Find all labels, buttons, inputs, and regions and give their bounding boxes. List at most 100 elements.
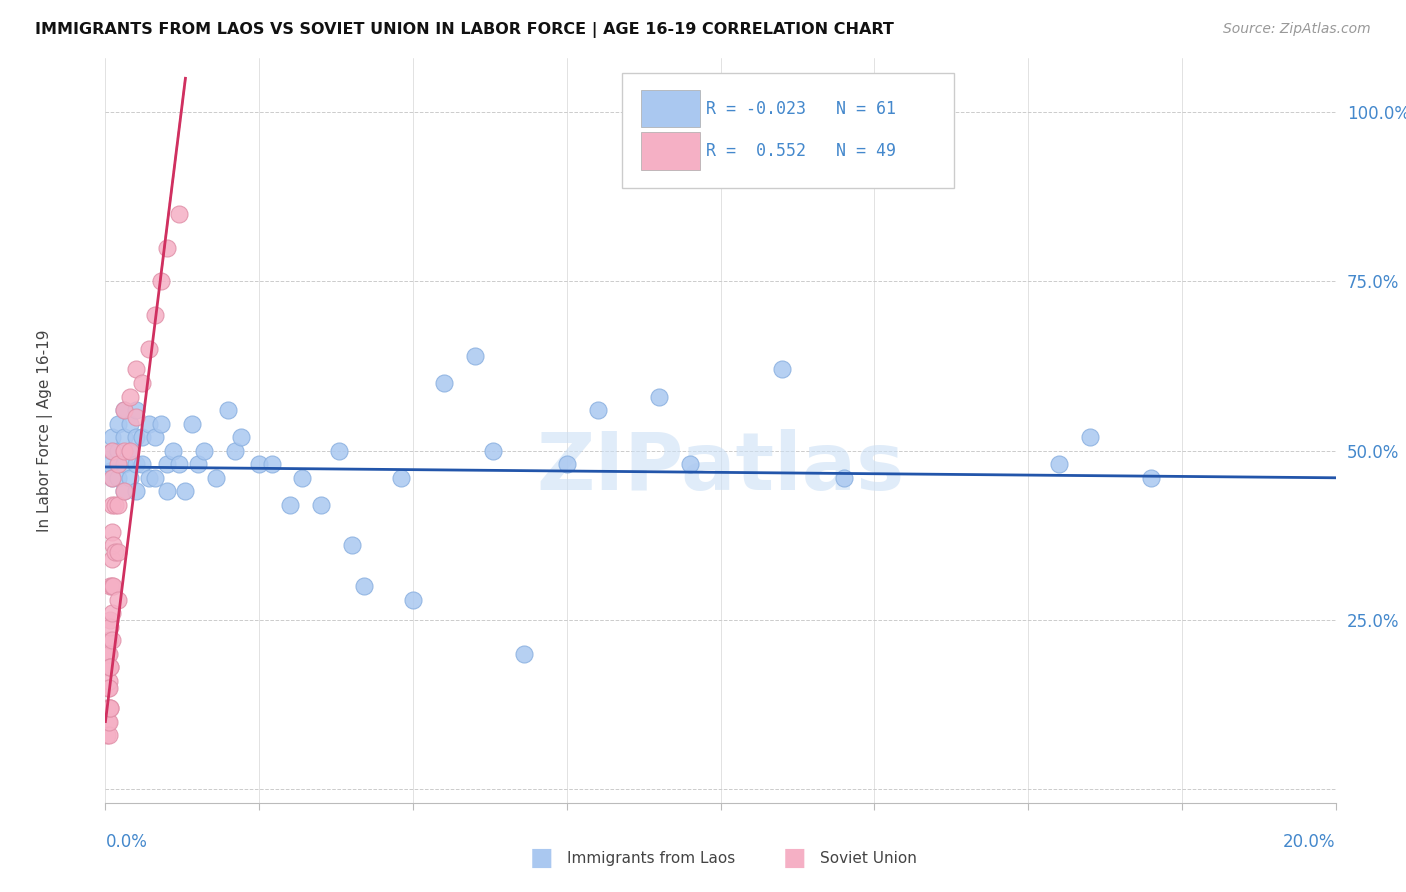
Point [187, 457, 209, 471]
Point [648, 390, 671, 404]
Point [143, 430, 166, 444]
Point [433, 376, 456, 390]
Point [98, 620, 122, 634]
Point [98, 464, 122, 478]
Point [100, 471, 122, 485]
Point [97, 633, 120, 648]
Point [586, 403, 609, 417]
Point [328, 443, 350, 458]
Point [107, 592, 129, 607]
Point [112, 457, 135, 471]
Point [120, 443, 141, 458]
Point [149, 417, 172, 431]
Point [120, 471, 141, 485]
Point [224, 443, 246, 458]
Point [832, 471, 855, 485]
Point [679, 457, 702, 471]
Point [156, 457, 179, 471]
Point [482, 443, 505, 458]
FancyBboxPatch shape [641, 90, 700, 128]
Text: R =  0.552   N = 49: R = 0.552 N = 49 [706, 142, 896, 160]
Point [112, 430, 135, 444]
Point [125, 457, 148, 471]
Point [107, 471, 129, 485]
Point [98, 613, 121, 627]
Point [138, 342, 160, 356]
Point [98, 660, 122, 674]
Point [513, 647, 536, 661]
Point [100, 471, 122, 485]
Point [1047, 457, 1070, 471]
Point [104, 545, 127, 559]
Point [229, 430, 252, 444]
Point [96, 728, 118, 742]
Point [100, 524, 122, 539]
Text: Source: ZipAtlas.com: Source: ZipAtlas.com [1223, 22, 1371, 37]
Point [260, 457, 283, 471]
Point [100, 579, 122, 593]
Point [162, 443, 184, 458]
Point [389, 471, 412, 485]
Point [97, 673, 120, 688]
Point [169, 457, 191, 471]
Point [96, 660, 118, 674]
Point [107, 498, 129, 512]
FancyBboxPatch shape [621, 73, 955, 188]
Point [193, 443, 215, 458]
Point [101, 539, 124, 553]
Point [97, 701, 120, 715]
Point [402, 592, 425, 607]
Point [278, 498, 301, 512]
Point [112, 443, 135, 458]
FancyBboxPatch shape [641, 132, 700, 169]
Point [100, 498, 122, 512]
Point [138, 417, 160, 431]
Point [98, 714, 121, 729]
Point [104, 498, 127, 512]
Point [107, 457, 129, 471]
Point [464, 349, 486, 363]
Point [156, 484, 179, 499]
Point [112, 403, 135, 417]
Point [112, 484, 135, 499]
Text: 20.0%: 20.0% [1284, 832, 1336, 851]
Point [131, 430, 153, 444]
Point [143, 308, 166, 322]
Point [247, 457, 270, 471]
Point [97, 681, 120, 695]
Point [353, 579, 375, 593]
Point [131, 457, 153, 471]
Point [138, 471, 160, 485]
Point [100, 633, 122, 648]
Point [98, 579, 122, 593]
Point [120, 417, 141, 431]
Point [100, 443, 122, 458]
Point [291, 471, 314, 485]
Point [180, 417, 202, 431]
Point [125, 484, 148, 499]
Point [125, 430, 148, 444]
Point [218, 403, 240, 417]
Point [120, 390, 141, 404]
Point [125, 409, 148, 424]
Point [169, 207, 191, 221]
Point [97, 647, 120, 661]
Point [100, 606, 122, 620]
Point [97, 714, 120, 729]
Point [156, 241, 179, 255]
Point [555, 457, 578, 471]
Point [143, 471, 166, 485]
Text: IMMIGRANTS FROM LAOS VS SOVIET UNION IN LABOR FORCE | AGE 16-19 CORRELATION CHAR: IMMIGRANTS FROM LAOS VS SOVIET UNION IN … [35, 22, 894, 38]
Point [112, 484, 135, 499]
Point [96, 701, 118, 715]
Point [97, 728, 120, 742]
Text: Soviet Union: Soviet Union [820, 851, 917, 865]
Point [770, 362, 793, 376]
Point [107, 545, 129, 559]
Point [340, 539, 363, 553]
Text: ■: ■ [530, 847, 553, 870]
Point [149, 275, 172, 289]
Point [100, 552, 122, 566]
Point [131, 376, 153, 390]
Point [98, 681, 121, 695]
